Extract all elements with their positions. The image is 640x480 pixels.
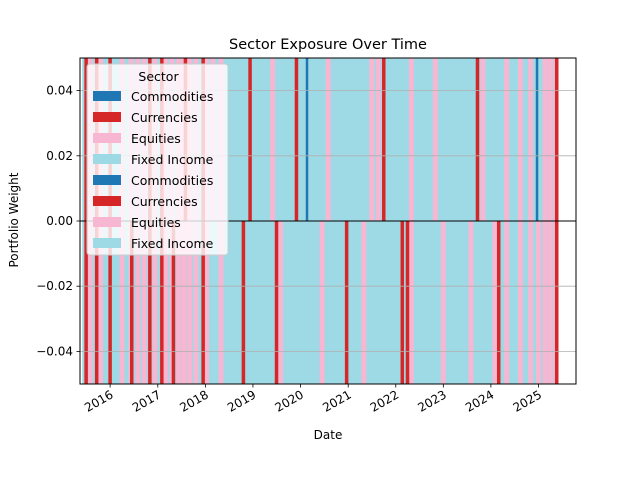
legend-entry-label: Currencies <box>131 194 198 209</box>
legend-swatch <box>93 175 121 185</box>
y-tick-label: 0.00 <box>46 214 73 228</box>
bar-currencies-negative <box>84 221 88 384</box>
bar-currencies-negative <box>274 221 279 384</box>
bar-equities-negative <box>181 221 187 384</box>
bar-equities-positive <box>408 58 414 221</box>
legend-entry-label: Equities <box>131 215 181 230</box>
bar-currencies-positive <box>382 58 386 221</box>
bar-currencies-negative <box>94 221 99 384</box>
bar-equities-negative <box>492 221 498 384</box>
legend-entry-label: Fixed Income <box>131 152 214 167</box>
legend-swatch <box>93 133 121 143</box>
bar-currencies-negative <box>405 221 410 384</box>
bar-currencies-negative <box>108 221 112 384</box>
bar-equities-negative <box>186 221 192 384</box>
bar-equities-negative <box>218 221 224 384</box>
bar-currencies-positive <box>554 58 559 221</box>
x-axis-label: Date <box>314 428 343 442</box>
bar-currencies-positive <box>248 58 252 221</box>
bar-equities-negative <box>468 221 474 384</box>
bar-equities-negative <box>204 221 210 384</box>
bar-equities-negative <box>162 221 168 384</box>
bar-equities-positive <box>542 58 548 221</box>
bar-equities-negative <box>319 221 325 384</box>
bar-equities-positive <box>528 58 534 221</box>
bar-currencies-positive <box>475 58 480 221</box>
bar-currencies-negative <box>400 221 405 384</box>
legend-swatch <box>93 196 121 206</box>
bar-equities-negative <box>193 221 199 384</box>
legend-swatch <box>93 112 121 122</box>
bar-equities-negative <box>141 221 147 384</box>
y-tick-label: 0.02 <box>46 149 73 163</box>
legend-entry-label: Currencies <box>131 110 198 125</box>
bar-equities-negative <box>440 221 446 384</box>
bars-layer <box>82 58 559 384</box>
bar-commodities-positive <box>305 58 309 221</box>
legend-entry-label: Equities <box>131 131 181 146</box>
bar-currencies-negative <box>171 221 176 384</box>
bar-equities-negative <box>176 221 182 384</box>
bar-currencies-negative <box>129 221 134 384</box>
y-axis-label: Portfolio Weight <box>7 172 21 267</box>
bar-currencies-negative <box>148 221 152 384</box>
bar-currencies-negative <box>241 221 246 384</box>
bar-equities-negative <box>119 221 125 384</box>
bar-equities-positive <box>375 58 381 221</box>
legend-swatch <box>93 91 121 101</box>
bar-equities-positive <box>325 58 331 221</box>
bar-equities-positive <box>432 58 438 221</box>
y-tick-label: −0.02 <box>36 279 73 293</box>
bar-equities-negative <box>87 221 93 384</box>
bar-equities-negative <box>517 221 523 384</box>
bar-equities-negative <box>278 221 284 384</box>
bar-equities-negative <box>152 221 158 384</box>
bar-equities-negative <box>98 221 104 384</box>
bar-equities-negative <box>361 221 367 384</box>
legend-swatch <box>93 217 121 227</box>
bar-equities-negative <box>536 221 542 384</box>
legend-title: Sector <box>138 69 179 84</box>
bar-currencies-positive <box>294 58 299 221</box>
legend-entry-label: Commodities <box>131 173 213 188</box>
bar-commodities-positive <box>535 58 539 221</box>
bar-equities-negative <box>528 221 534 384</box>
legend-entry-label: Fixed Income <box>131 236 214 251</box>
bar-equities-positive <box>504 58 510 221</box>
bar-equities-positive <box>270 58 276 221</box>
bar-equities-negative <box>504 221 510 384</box>
legend: Sector Commodities Currencies Equities Fixed… <box>86 63 229 256</box>
bar-equities-positive <box>480 58 486 221</box>
bar-equities-negative <box>408 221 414 384</box>
legend-box <box>86 63 229 256</box>
bar-currencies-negative <box>496 221 501 384</box>
bar-currencies-negative <box>554 221 559 384</box>
bar-equities-negative <box>547 221 553 384</box>
legend-entry-label: Commodities <box>131 89 213 104</box>
bar-equities-positive <box>369 58 375 221</box>
legend-swatch <box>93 154 121 164</box>
bar-currencies-negative <box>201 221 205 384</box>
bar-currencies-negative <box>160 221 164 384</box>
bar-equities-positive <box>517 58 523 221</box>
y-tick-label: 0.04 <box>46 84 73 98</box>
bar-equities-negative <box>542 221 548 384</box>
bar-equities-negative <box>135 221 141 384</box>
y-tick-label: −0.04 <box>36 344 73 358</box>
bar-currencies-negative <box>344 221 349 384</box>
chart-title: Sector Exposure Over Time <box>229 37 427 53</box>
bar-equities-positive <box>547 58 553 221</box>
legend-swatch <box>93 238 121 248</box>
bar-currencies-positive <box>84 58 88 221</box>
